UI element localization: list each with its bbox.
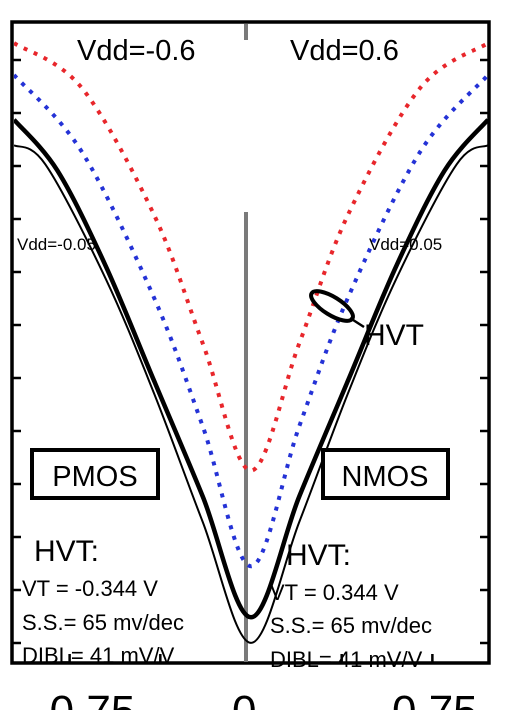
hvt-marker-label: HVT xyxy=(364,319,424,352)
series-thin-black xyxy=(14,144,488,644)
nmos-box xyxy=(321,448,450,500)
pmos-dibl: DIBL= 41 mV/V xyxy=(22,643,175,668)
pmos-vt: VT = -0.344 V xyxy=(22,576,158,601)
x-tick-label-zero: 0 xyxy=(232,687,256,710)
nmos-vt: VT = 0.344 V xyxy=(270,580,399,605)
pmos-label: PMOS xyxy=(52,461,137,493)
hvt-marker-leader xyxy=(349,316,365,329)
series-red-dotted xyxy=(14,41,488,473)
series-thick-black xyxy=(14,118,488,620)
x-tick-label-pos: 0.75 xyxy=(392,687,478,710)
nmos-dibl: DIBL= 41 mV/V xyxy=(270,647,423,672)
vdd-neg-low-label: Vdd=-0.05 xyxy=(17,235,96,254)
nmos-ss: S.S.= 65 mv/dec xyxy=(270,613,432,638)
vdd-neg-label: Vdd=-0.6 xyxy=(77,35,196,67)
nmos-label: NMOS xyxy=(342,461,429,493)
vdd-pos-low-label: Vdd=0.05 xyxy=(369,235,442,254)
pmos-box xyxy=(30,448,160,500)
tick-marks xyxy=(12,58,489,663)
pmos-params-title: HVT: xyxy=(34,535,99,568)
vdd-pos-label: Vdd=0.6 xyxy=(290,35,399,67)
nmos-params-title: HVT: xyxy=(286,539,351,572)
pmos-ss: S.S.= 65 mv/dec xyxy=(22,610,184,635)
x-tick-label-neg: -0.75 xyxy=(35,687,135,710)
plot-frame xyxy=(10,20,491,665)
nmos-parameters: HVT: VT = 0.344 V S.S.= 65 mv/dec DIBL= … xyxy=(270,539,432,672)
chart-series-group xyxy=(14,41,488,644)
series-blue-dotted xyxy=(14,73,488,569)
pmos-parameters: HVT: VT = -0.344 V S.S.= 65 mv/dec DIBL=… xyxy=(22,535,184,668)
